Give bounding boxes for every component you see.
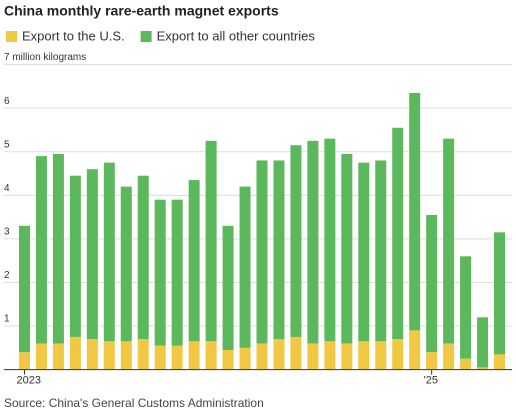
bar-segment bbox=[103, 162, 115, 342]
bar-segment bbox=[443, 343, 455, 370]
bar-segment bbox=[239, 186, 251, 348]
bar-segment bbox=[69, 336, 81, 370]
bar-segment bbox=[52, 153, 64, 344]
legend-label: Export to all other countries bbox=[157, 28, 316, 43]
y-tick-label: 7 million kilograms bbox=[4, 52, 86, 63]
bar-segment bbox=[86, 339, 98, 370]
bar-segment bbox=[273, 160, 285, 340]
x-tick-label: 2023 bbox=[16, 375, 40, 387]
bar-segment bbox=[154, 345, 166, 370]
y-tick-label: 4 bbox=[4, 183, 10, 194]
bar-segment bbox=[222, 225, 234, 350]
bar-segment bbox=[494, 354, 506, 370]
bar-segment bbox=[52, 343, 64, 370]
bar-segment bbox=[188, 180, 200, 342]
bar-segment bbox=[409, 92, 421, 331]
bar-segment bbox=[256, 343, 268, 370]
bar-segment bbox=[188, 341, 200, 370]
bar-segment bbox=[205, 140, 217, 342]
legend-swatch bbox=[140, 31, 152, 42]
bar-segment bbox=[120, 186, 132, 342]
bar-segment bbox=[273, 339, 285, 370]
bar-segment bbox=[307, 343, 319, 370]
y-tick-label: 5 bbox=[4, 139, 10, 150]
bar-segment bbox=[239, 347, 251, 370]
bar-segment bbox=[69, 175, 81, 337]
bar-segment bbox=[443, 138, 455, 344]
bar-segment bbox=[324, 138, 336, 342]
bar-segment bbox=[137, 339, 149, 370]
bar-segment bbox=[18, 225, 30, 353]
bar-segment bbox=[137, 175, 149, 340]
bar-segment bbox=[154, 199, 166, 346]
bar-segment bbox=[358, 341, 370, 370]
y-tick-label: 1 bbox=[4, 314, 10, 325]
bar-segment bbox=[477, 317, 489, 368]
bar-segment bbox=[290, 336, 302, 370]
bar-segment bbox=[477, 367, 489, 370]
bar-segment bbox=[392, 127, 404, 340]
bar-segment bbox=[222, 349, 234, 370]
bar-segment bbox=[18, 352, 30, 370]
bar-segment bbox=[35, 156, 47, 344]
bar-segment bbox=[460, 256, 472, 359]
bar-segment bbox=[341, 153, 353, 344]
bar-segment bbox=[460, 358, 472, 370]
bar-segment bbox=[205, 341, 217, 370]
bar-segment bbox=[120, 341, 132, 370]
bar-segment bbox=[375, 160, 387, 342]
bar-segment bbox=[103, 341, 115, 370]
y-tick-label: 2 bbox=[4, 270, 10, 281]
source: Source: China's General Customs Administ… bbox=[4, 396, 264, 410]
bar-segment bbox=[324, 341, 336, 370]
chart-title: China monthly rare-earth magnet exports bbox=[4, 3, 279, 19]
bar-segment bbox=[290, 145, 302, 337]
bar-segment bbox=[307, 140, 319, 344]
bar-segment bbox=[426, 214, 438, 353]
y-tick-label: 3 bbox=[4, 227, 10, 238]
legend-label: Export to the U.S. bbox=[22, 28, 125, 43]
legend-swatch bbox=[6, 31, 17, 42]
bar-segment bbox=[375, 341, 387, 370]
bar-segment bbox=[494, 232, 506, 355]
bar-segment bbox=[341, 343, 353, 370]
bar-segment bbox=[86, 169, 98, 340]
x-tick-label: '25 bbox=[424, 375, 438, 387]
y-tick-label: 6 bbox=[4, 96, 10, 107]
bar-segment bbox=[409, 330, 421, 370]
bar-segment bbox=[256, 160, 268, 344]
bar-segment bbox=[358, 162, 370, 342]
bar-segment bbox=[171, 345, 183, 370]
bar-segment bbox=[392, 339, 404, 370]
bar-segment bbox=[35, 343, 47, 370]
bar-segment bbox=[426, 352, 438, 370]
bar-segment bbox=[171, 199, 183, 346]
